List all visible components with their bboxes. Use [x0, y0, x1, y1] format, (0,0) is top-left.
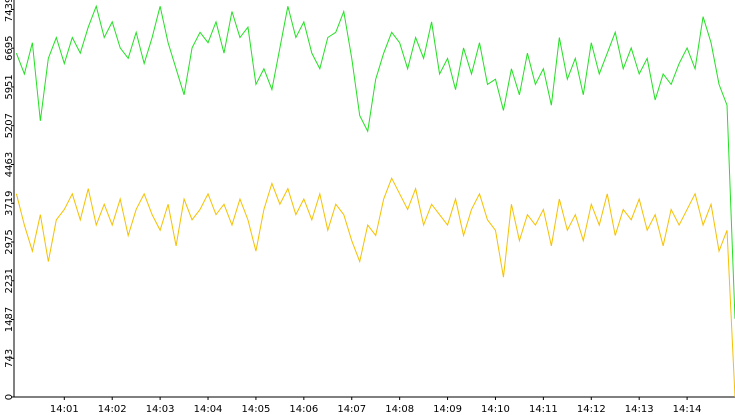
x-tick-label: 14:05: [242, 404, 271, 415]
x-tick-label: 14:04: [194, 404, 223, 415]
x-tick-label: 14:10: [481, 404, 510, 415]
y-tick-label: 3719: [4, 191, 15, 216]
y-tick-label: 0: [4, 394, 15, 400]
y-tick-label: 5207: [4, 113, 15, 138]
y-tick-label: 2231: [4, 268, 15, 293]
y-tick-label: 4463: [4, 152, 15, 177]
x-tick-label: 14:11: [529, 404, 558, 415]
series-line: [15, 176, 735, 398]
y-tick-label: 743: [4, 349, 15, 368]
x-tick-label: 14:14: [673, 404, 702, 415]
y-tick-label: 1487: [4, 307, 15, 332]
x-tick-label: 14:01: [50, 404, 79, 415]
x-tick-label: 14:03: [146, 404, 175, 415]
x-tick-label: 14:02: [98, 404, 127, 415]
x-tick-label: 14:06: [289, 404, 318, 415]
x-tick-label: 14:12: [577, 404, 606, 415]
x-tick-label: 14:08: [385, 404, 414, 415]
y-tick-label: 7439: [4, 0, 15, 22]
x-tick-label: 14:09: [433, 404, 462, 415]
y-tick-label: 6695: [4, 35, 15, 60]
x-tick-label: 14:13: [625, 404, 654, 415]
y-tick-label: 2975: [4, 229, 15, 254]
y-tick-label: 5951: [4, 74, 15, 99]
series-line: [15, 4, 735, 319]
x-tick-label: 14:07: [337, 404, 366, 415]
